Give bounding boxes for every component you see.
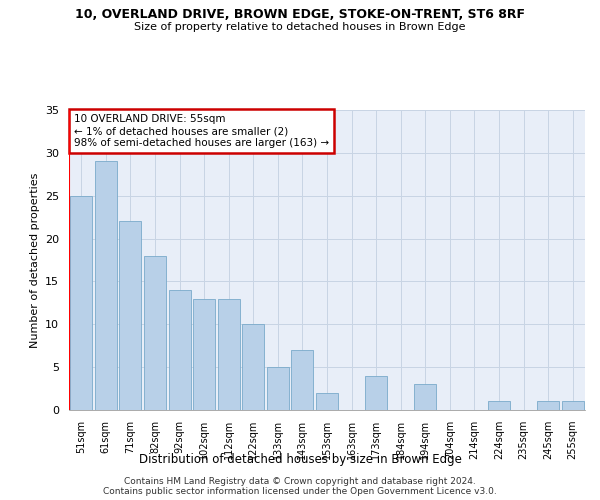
Bar xyxy=(316,393,338,410)
Bar xyxy=(562,402,584,410)
Text: Contains public sector information licensed under the Open Government Licence v3: Contains public sector information licen… xyxy=(103,487,497,496)
Bar xyxy=(414,384,436,410)
Text: Size of property relative to detached houses in Brown Edge: Size of property relative to detached ho… xyxy=(134,22,466,32)
Bar xyxy=(292,350,313,410)
Bar xyxy=(70,196,92,410)
Text: 10, OVERLAND DRIVE, BROWN EDGE, STOKE-ON-TRENT, ST6 8RF: 10, OVERLAND DRIVE, BROWN EDGE, STOKE-ON… xyxy=(75,8,525,20)
Bar xyxy=(242,324,265,410)
Bar xyxy=(365,376,387,410)
Text: Distribution of detached houses by size in Brown Edge: Distribution of detached houses by size … xyxy=(139,452,461,466)
Text: Contains HM Land Registry data © Crown copyright and database right 2024.: Contains HM Land Registry data © Crown c… xyxy=(124,477,476,486)
Bar xyxy=(95,162,117,410)
Bar xyxy=(488,402,510,410)
Bar xyxy=(537,402,559,410)
Bar xyxy=(144,256,166,410)
Bar xyxy=(119,222,142,410)
Text: 10 OVERLAND DRIVE: 55sqm
← 1% of detached houses are smaller (2)
98% of semi-det: 10 OVERLAND DRIVE: 55sqm ← 1% of detache… xyxy=(74,114,329,148)
Bar xyxy=(267,367,289,410)
Bar xyxy=(218,298,240,410)
Bar xyxy=(169,290,191,410)
Y-axis label: Number of detached properties: Number of detached properties xyxy=(29,172,40,348)
Bar xyxy=(193,298,215,410)
